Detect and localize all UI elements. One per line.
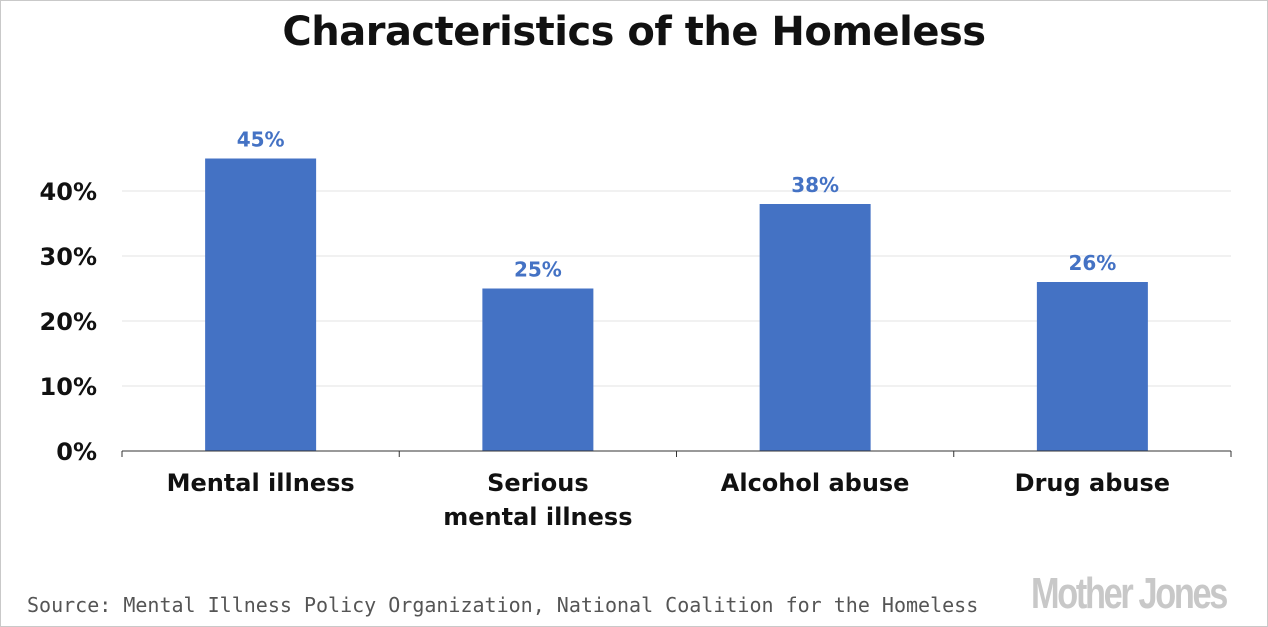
bar-chart: 0% 10% 20% 30% 40% 45% Mental illness 25% Seriou… xyxy=(40,128,1232,531)
category-label: mental illness xyxy=(443,503,632,531)
data-label: 25% xyxy=(514,258,562,282)
data-label: 45% xyxy=(237,128,285,152)
bar xyxy=(205,158,317,451)
chart-title: Characteristics of the Homeless xyxy=(282,9,986,55)
category-label: Mental illness xyxy=(167,469,355,497)
bar xyxy=(482,288,594,451)
category-label: Drug abuse xyxy=(1015,469,1170,497)
data-label: 26% xyxy=(1068,251,1116,275)
y-tick-label: 0% xyxy=(56,438,97,466)
mother-jones-logo: Mother Jones xyxy=(1031,569,1228,618)
category-label: Alcohol abuse xyxy=(721,469,910,497)
source-note: Source: Mental Illness Policy Organizati… xyxy=(27,593,979,617)
y-tick-label: 30% xyxy=(40,243,97,271)
y-tick-label: 20% xyxy=(40,308,97,336)
data-label: 38% xyxy=(791,173,839,197)
bar xyxy=(1036,282,1148,451)
category-label: Serious xyxy=(487,469,588,497)
y-tick-label: 40% xyxy=(40,178,97,206)
bar xyxy=(759,204,871,451)
y-tick-label: 10% xyxy=(40,373,97,401)
